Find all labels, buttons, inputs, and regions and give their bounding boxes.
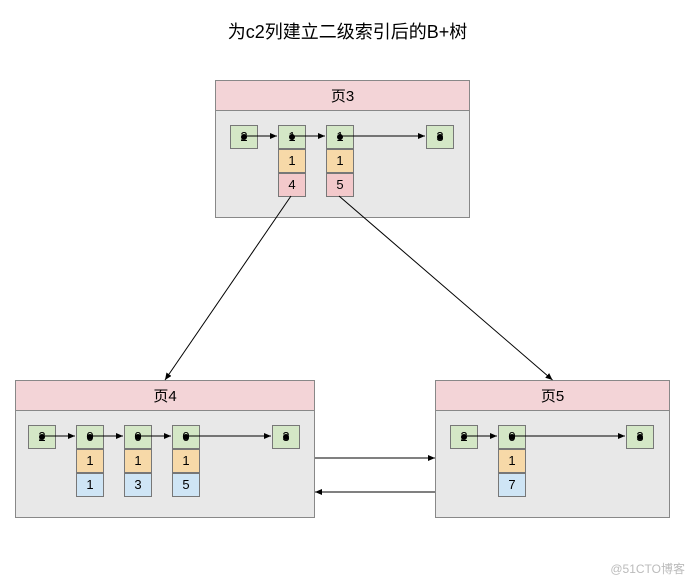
page-body: 20110130153	[16, 411, 314, 519]
page-body: 21141153	[216, 111, 469, 219]
page-header: 页3	[216, 81, 469, 111]
record-cell: 5	[172, 473, 200, 497]
record-cell: 7	[498, 473, 526, 497]
page-node: 页420110130153	[15, 380, 315, 518]
pointer-dot	[241, 134, 247, 140]
record-cell: 5	[326, 173, 354, 197]
record-cell: 1	[172, 449, 200, 473]
page-header: 页4	[16, 381, 314, 411]
record-cell: 1	[124, 449, 152, 473]
record-cell: 1	[76, 449, 104, 473]
pointer-dot	[289, 134, 295, 140]
record-cell: 1	[76, 473, 104, 497]
watermark: @51CTO博客	[610, 560, 685, 577]
pointer-dot	[461, 434, 467, 440]
pointer-dot	[183, 434, 189, 440]
pointer-dot	[39, 434, 45, 440]
pointer-dot	[637, 434, 643, 440]
pointer-dot	[337, 134, 343, 140]
record-cell: 1	[278, 149, 306, 173]
pointer-dot	[509, 434, 515, 440]
diagram-title: 为c2列建立二级索引后的B+树	[0, 18, 695, 44]
record-cell: 4	[278, 173, 306, 197]
record-cell: 1	[326, 149, 354, 173]
page-node: 页520173	[435, 380, 670, 518]
pointer-dot	[283, 434, 289, 440]
record-cell: 1	[498, 449, 526, 473]
page-header: 页5	[436, 381, 669, 411]
pointer-dot	[437, 134, 443, 140]
record-cell: 3	[124, 473, 152, 497]
page-body: 20173	[436, 411, 669, 519]
page-node: 页321141153	[215, 80, 470, 218]
pointer-dot	[135, 434, 141, 440]
pointer-dot	[87, 434, 93, 440]
